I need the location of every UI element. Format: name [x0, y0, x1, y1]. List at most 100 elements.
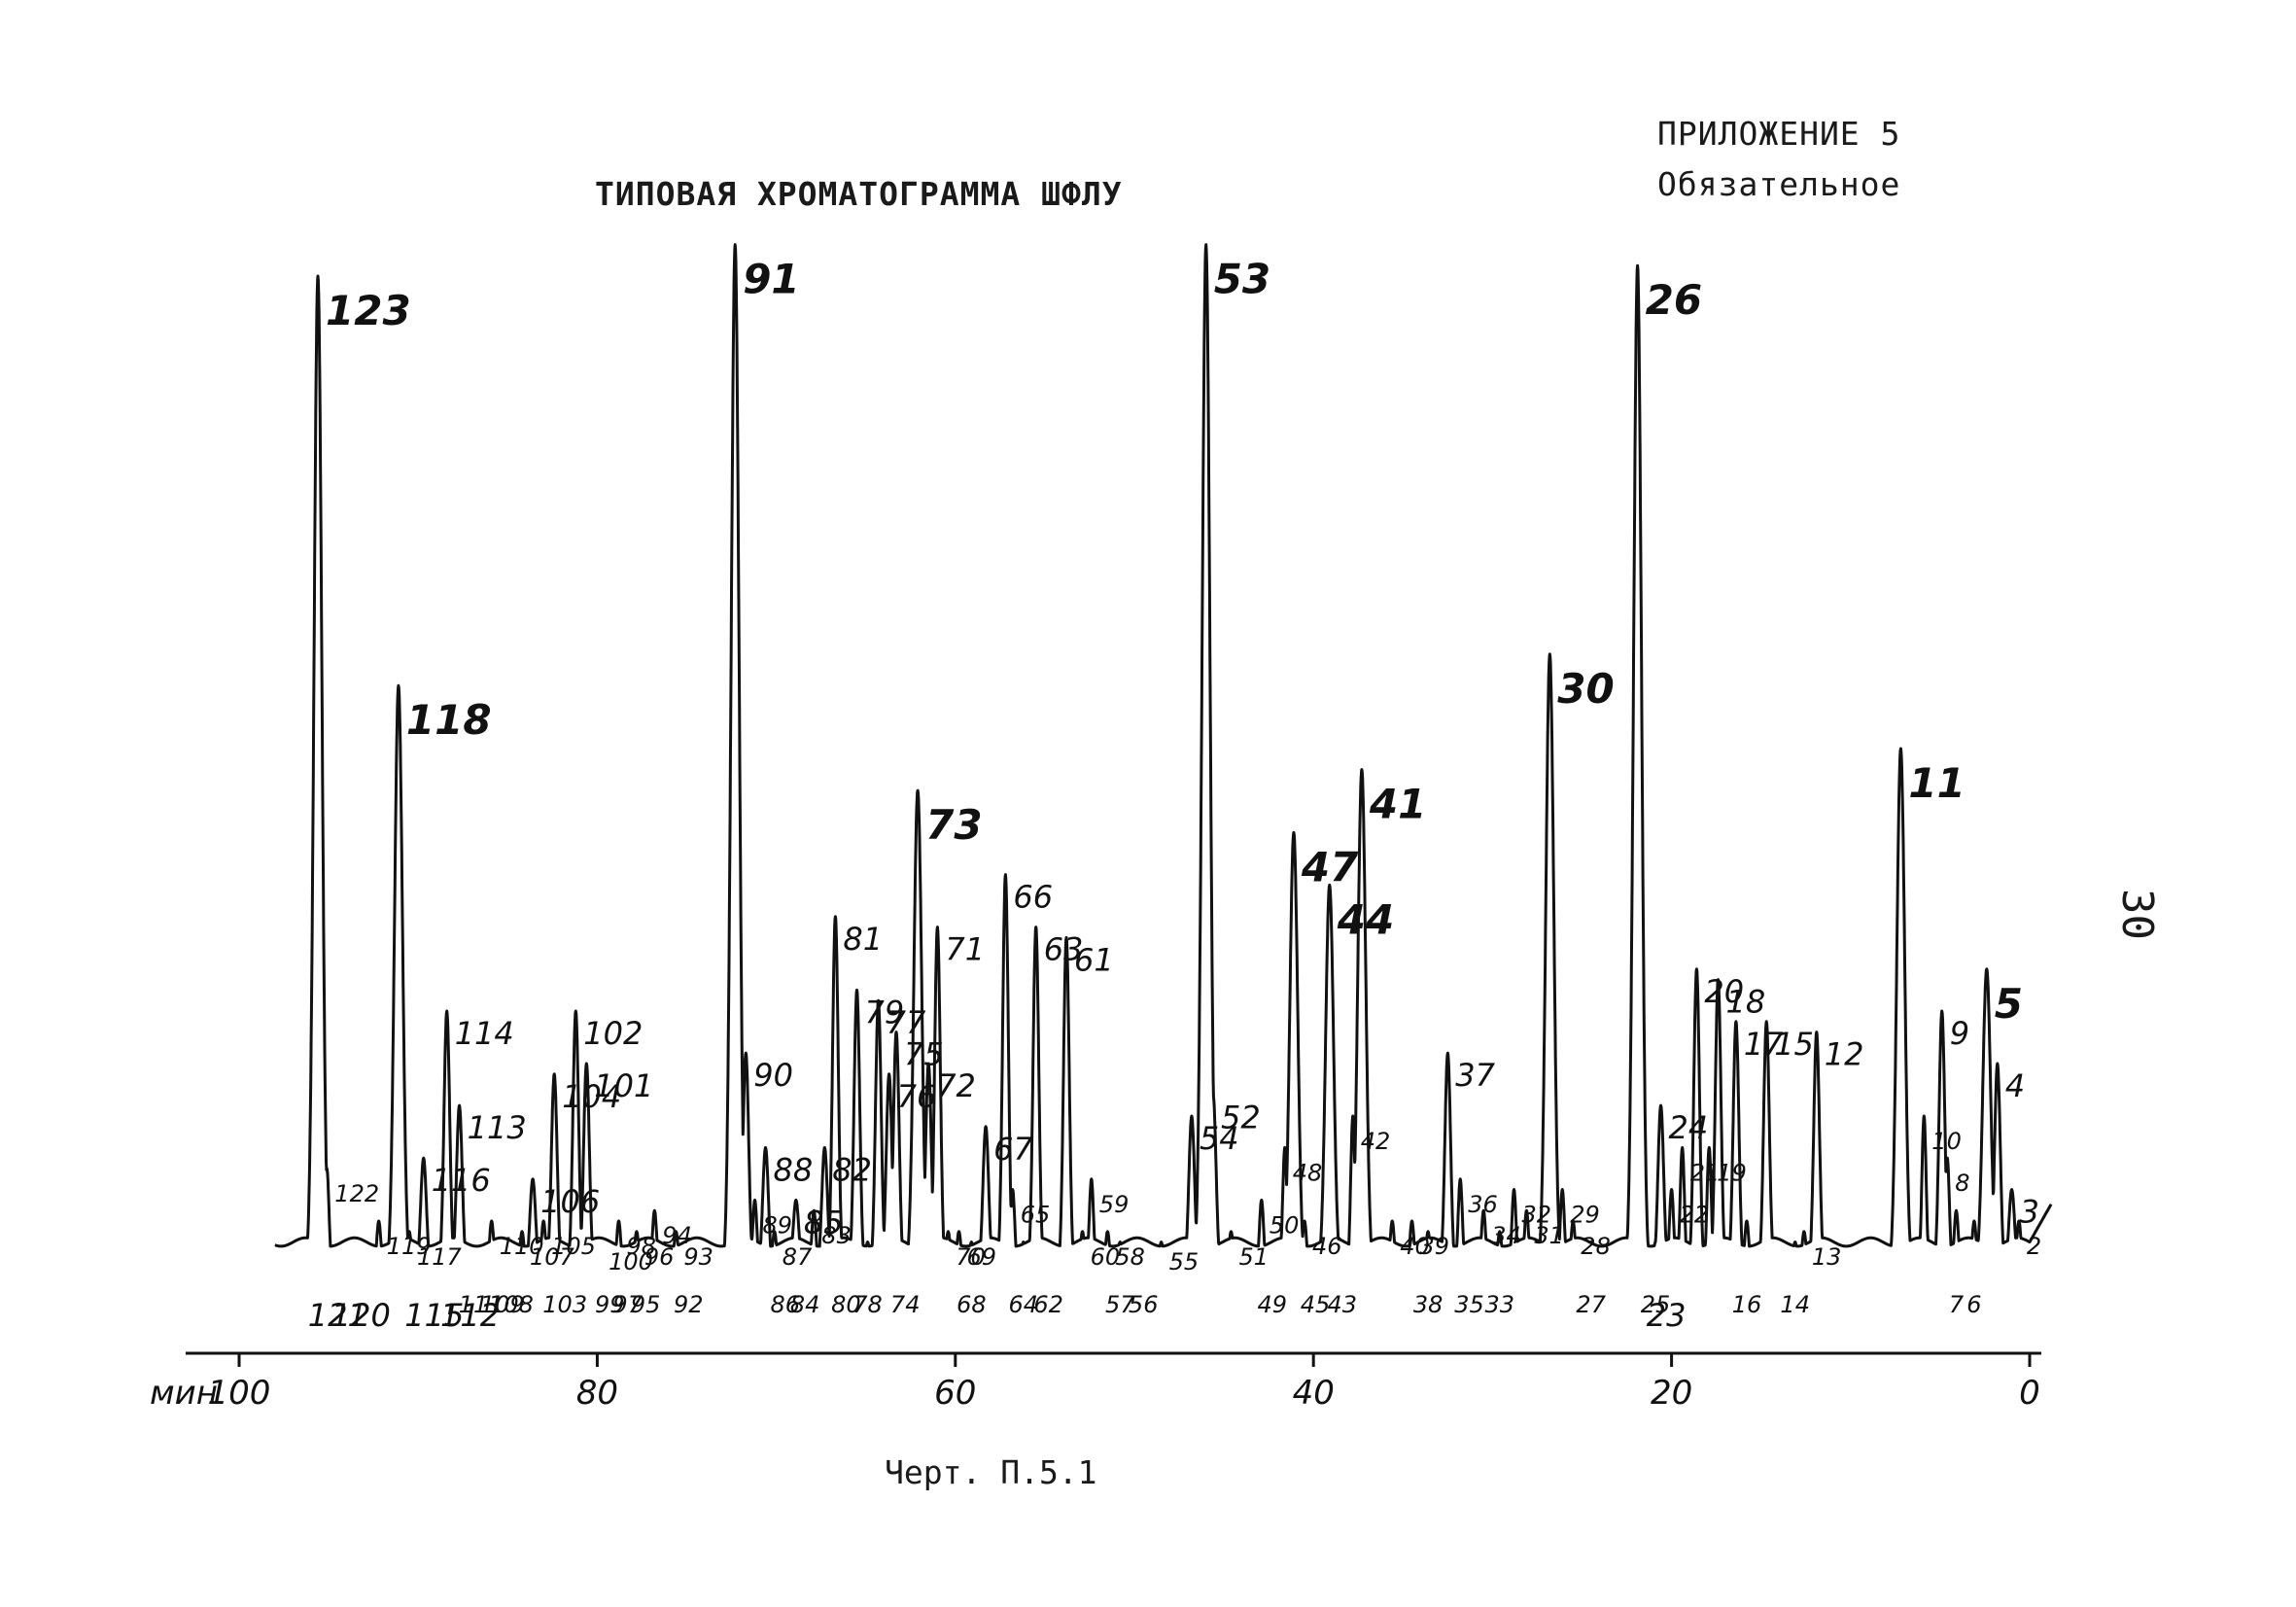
peak-label-43: 43: [1327, 1291, 1357, 1318]
peak-label-72: 72: [936, 1067, 976, 1104]
peak-label-18: 18: [1726, 984, 1766, 1021]
peak-label-103: 103: [542, 1291, 587, 1318]
peak-label-85: 85: [804, 1204, 844, 1240]
peak-label-55: 55: [1169, 1248, 1200, 1275]
peak-label-64: 64: [1009, 1291, 1039, 1318]
peak-label-94: 94: [662, 1222, 692, 1249]
peak-label-2: 2: [2027, 1233, 2041, 1260]
peak-label-53: 53: [1214, 256, 1270, 303]
x-tick-label: 60: [934, 1374, 976, 1413]
figure-caption: Черт. П.5.1: [885, 1453, 1097, 1491]
peak-label-11: 11: [1908, 759, 1965, 807]
peak-label-34: 34: [1491, 1222, 1521, 1249]
peak-label-78: 78: [852, 1291, 883, 1318]
chart-title: ТИПОВАЯ ХРОМАТОГРАММА ШФЛУ: [595, 175, 1123, 213]
peak-label-59: 59: [1099, 1191, 1130, 1218]
peak-label-24: 24: [1669, 1109, 1709, 1146]
peak-label-37: 37: [1455, 1057, 1495, 1094]
peak-label-28: 28: [1581, 1233, 1611, 1260]
x-tick-label: 0: [2019, 1374, 2040, 1413]
peak-label-74: 74: [890, 1291, 921, 1318]
peak-label-62: 62: [1033, 1291, 1063, 1318]
peak-label-104: 104: [562, 1078, 621, 1115]
peak-label-79: 79: [865, 994, 905, 1031]
peak-label-114: 114: [455, 1015, 514, 1052]
peak-label-82: 82: [832, 1151, 872, 1188]
peak-label-48: 48: [1293, 1159, 1323, 1186]
peak-label-23: 23: [1647, 1297, 1687, 1334]
peak-label-9: 9: [1950, 1015, 1969, 1052]
peak-label-29: 29: [1570, 1202, 1600, 1229]
peak-label-31: 31: [1534, 1222, 1564, 1249]
peak-label-105: 105: [551, 1233, 596, 1260]
x-tick-label: 100: [208, 1374, 271, 1413]
peak-label-10: 10: [1931, 1128, 1962, 1155]
peak-label-107: 107: [530, 1243, 575, 1271]
peak-label-93: 93: [683, 1243, 713, 1271]
peak-label-50: 50: [1270, 1211, 1300, 1239]
peak-label-63: 63: [1044, 931, 1084, 968]
peak-label-51: 51: [1239, 1243, 1270, 1271]
peak-label-56: 56: [1129, 1291, 1159, 1318]
peak-label-41: 41: [1369, 781, 1426, 828]
peak-label-102: 102: [583, 1015, 643, 1052]
peak-label-49: 49: [1258, 1291, 1288, 1318]
peak-label-75: 75: [904, 1036, 944, 1073]
peak-label-98: 98: [627, 1233, 657, 1260]
peak-label-100: 100: [609, 1248, 653, 1275]
peak-label-83: 83: [821, 1222, 852, 1249]
peak-label-115: 115: [404, 1297, 464, 1334]
peak-label-66: 66: [1013, 879, 1053, 916]
peak-label-81: 81: [843, 921, 883, 958]
peak-label-36: 36: [1468, 1191, 1498, 1218]
peak-label-80: 80: [831, 1291, 861, 1318]
peak-label-3: 3: [2020, 1194, 2039, 1231]
peak-label-21: 21: [1690, 1159, 1721, 1186]
peak-label-113: 113: [468, 1109, 527, 1146]
peak-label-99: 99: [595, 1291, 625, 1318]
peak-label-71: 71: [945, 931, 985, 968]
peak-label-5: 5: [1995, 980, 2023, 1028]
x-tick-label: 20: [1651, 1374, 1692, 1413]
appendix-status: Обязательное: [1657, 165, 1901, 203]
peak-label-111: 111: [459, 1291, 504, 1318]
peak-label-67: 67: [993, 1131, 1033, 1168]
peak-label-116: 116: [432, 1162, 491, 1199]
peak-label-101: 101: [594, 1067, 653, 1104]
peak-label-106: 106: [540, 1183, 600, 1220]
peak-label-19: 19: [1717, 1159, 1747, 1186]
peak-label-57: 57: [1105, 1291, 1135, 1318]
peak-label-17: 17: [1744, 1026, 1784, 1063]
peak-label-42: 42: [1361, 1128, 1391, 1155]
peak-label-8: 8: [1955, 1170, 1969, 1197]
peak-label-12: 12: [1825, 1036, 1864, 1073]
peak-label-119: 119: [387, 1233, 432, 1260]
peak-label-91: 91: [743, 256, 799, 303]
peak-label-30: 30: [1557, 665, 1614, 713]
peak-label-20: 20: [1704, 973, 1744, 1010]
peak-label-25: 25: [1641, 1291, 1671, 1318]
peak-label-54: 54: [1200, 1120, 1239, 1157]
x-tick-label: 80: [576, 1374, 618, 1413]
peak-label-77: 77: [887, 1004, 926, 1041]
peak-label-26: 26: [1646, 276, 1702, 324]
peak-label-84: 84: [790, 1291, 820, 1318]
peak-label-58: 58: [1115, 1243, 1145, 1271]
peak-label-40: 40: [1400, 1233, 1430, 1260]
x-axis-unit: мин: [150, 1374, 218, 1413]
peak-label-46: 46: [1312, 1233, 1342, 1260]
peak-label-7: 7: [1949, 1291, 1965, 1318]
peak-label-16: 16: [1732, 1291, 1762, 1318]
peak-label-86: 86: [771, 1291, 801, 1318]
peak-label-69: 69: [967, 1243, 997, 1271]
peak-label-44: 44: [1337, 895, 1394, 943]
peak-label-35: 35: [1454, 1291, 1484, 1318]
peak-label-6: 6: [1966, 1291, 1981, 1318]
peak-label-95: 95: [631, 1291, 661, 1318]
appendix-heading: ПРИЛОЖЕНИЕ 5: [1657, 115, 1901, 153]
peak-label-109: 109: [480, 1291, 525, 1318]
peak-label-38: 38: [1413, 1291, 1444, 1318]
